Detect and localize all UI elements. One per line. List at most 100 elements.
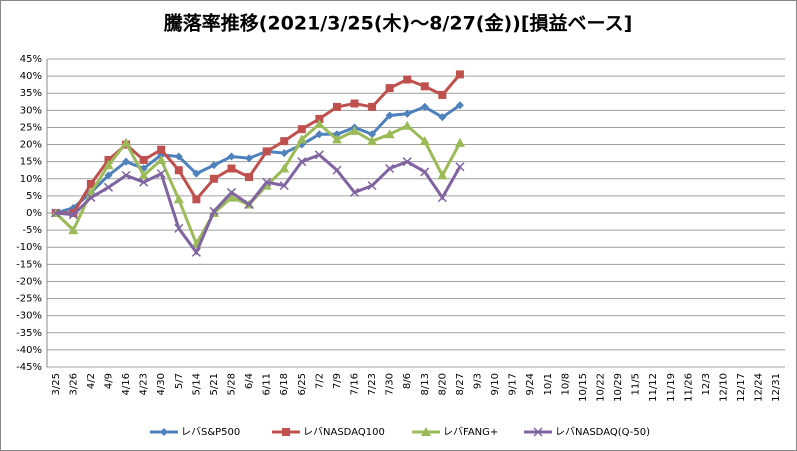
y-tick-label: -5% [23, 225, 42, 236]
marker [280, 137, 289, 146]
marker [262, 147, 271, 156]
marker [297, 125, 306, 134]
y-tick-label: 45% [20, 54, 42, 65]
y-tick-label: 40% [20, 71, 42, 82]
marker [315, 130, 324, 139]
chart-title: 騰落率推移(2021/3/25(木)～8/27(金))[損益ベース] [163, 12, 633, 35]
y-tick-label: -15% [16, 259, 42, 270]
y-tick-label: -25% [16, 294, 42, 305]
marker [174, 152, 183, 161]
marker [226, 192, 237, 202]
x-tick-label: 3/25 [51, 373, 62, 395]
x-tick-label: 10/1 [543, 373, 554, 395]
marker [156, 154, 167, 164]
marker [86, 193, 96, 203]
marker [209, 161, 218, 170]
x-tick-label: 4/2 [86, 373, 97, 389]
marker [121, 170, 131, 180]
marker [296, 134, 307, 144]
marker [368, 102, 377, 111]
x-tick-label: 5/14 [191, 373, 202, 395]
marker [160, 428, 168, 436]
x-tick-label: 12/17 [736, 373, 747, 402]
marker [209, 174, 218, 183]
marker [262, 177, 272, 187]
marker [68, 210, 78, 220]
marker [68, 225, 79, 235]
marker [420, 102, 429, 111]
marker [279, 163, 290, 173]
marker [385, 84, 394, 93]
x-tick-label: 8/13 [420, 373, 431, 395]
marker [349, 187, 360, 197]
x-tick-label: 12/3 [701, 373, 712, 395]
marker [421, 427, 431, 436]
marker [385, 163, 395, 174]
y-tick-label: -10% [16, 242, 42, 253]
marker [368, 130, 377, 139]
y-tick-label: -20% [16, 276, 42, 287]
x-tick-label: 7/16 [350, 373, 361, 395]
marker [191, 247, 201, 257]
x-tick-label: 7/23 [367, 373, 378, 395]
x-tick-label: 6/18 [279, 373, 290, 395]
marker [315, 114, 324, 123]
x-tick-label: 12/31 [771, 373, 782, 402]
marker [438, 113, 447, 122]
x-tick-label: 9/3 [473, 373, 484, 389]
x-tick-label: 8/6 [402, 373, 413, 389]
marker [331, 134, 342, 144]
marker [245, 173, 254, 182]
x-tick-label: 8/27 [455, 373, 466, 395]
y-tick-label: 0% [26, 208, 42, 219]
marker [402, 120, 413, 130]
marker [314, 150, 324, 160]
marker [454, 137, 465, 147]
marker [455, 101, 464, 110]
marker [227, 164, 236, 173]
x-tick-label: 7/2 [314, 373, 325, 389]
marker [349, 125, 360, 135]
x-tick-label: 9/10 [490, 373, 501, 395]
marker [350, 99, 359, 108]
y-tick-label: -30% [16, 311, 42, 322]
x-tick-label: 4/23 [139, 373, 150, 395]
x-tick-label: 5/21 [209, 373, 220, 395]
x-tick-label: 11/26 [683, 373, 694, 402]
marker [244, 199, 254, 209]
x-tick-label: 10/15 [578, 373, 589, 402]
x-tick-label: 12/24 [754, 373, 765, 402]
x-tick-label: 4/9 [104, 373, 115, 389]
x-tick-label: 10/8 [560, 373, 571, 395]
x-tick-label: 8/20 [437, 373, 448, 395]
marker [367, 136, 378, 146]
x-tick-label: 6/25 [297, 373, 308, 395]
marker [402, 157, 412, 167]
marker [297, 157, 307, 167]
y-tick-label: 25% [20, 122, 42, 133]
legend-label: レバFANG+ [443, 426, 498, 438]
marker [209, 206, 219, 216]
x-tick-label: 10/29 [613, 373, 624, 402]
legend-label: レバNASDAQ(Q-50) [555, 426, 650, 438]
marker [367, 181, 377, 191]
y-tick-label: 35% [20, 88, 42, 99]
marker [455, 70, 464, 79]
marker [332, 165, 342, 175]
marker [86, 179, 95, 188]
marker [103, 160, 114, 170]
y-tick-label: 15% [20, 157, 42, 168]
marker [157, 145, 166, 154]
marker [121, 137, 132, 147]
marker [438, 90, 447, 99]
marker [437, 193, 447, 203]
marker [174, 166, 183, 175]
x-tick-label: 4/16 [121, 373, 132, 395]
y-tick-label: -35% [16, 328, 42, 339]
x-tick-label: 7/9 [332, 373, 343, 389]
y-tick-label: 30% [20, 105, 42, 116]
marker [139, 155, 148, 164]
marker [420, 167, 430, 177]
